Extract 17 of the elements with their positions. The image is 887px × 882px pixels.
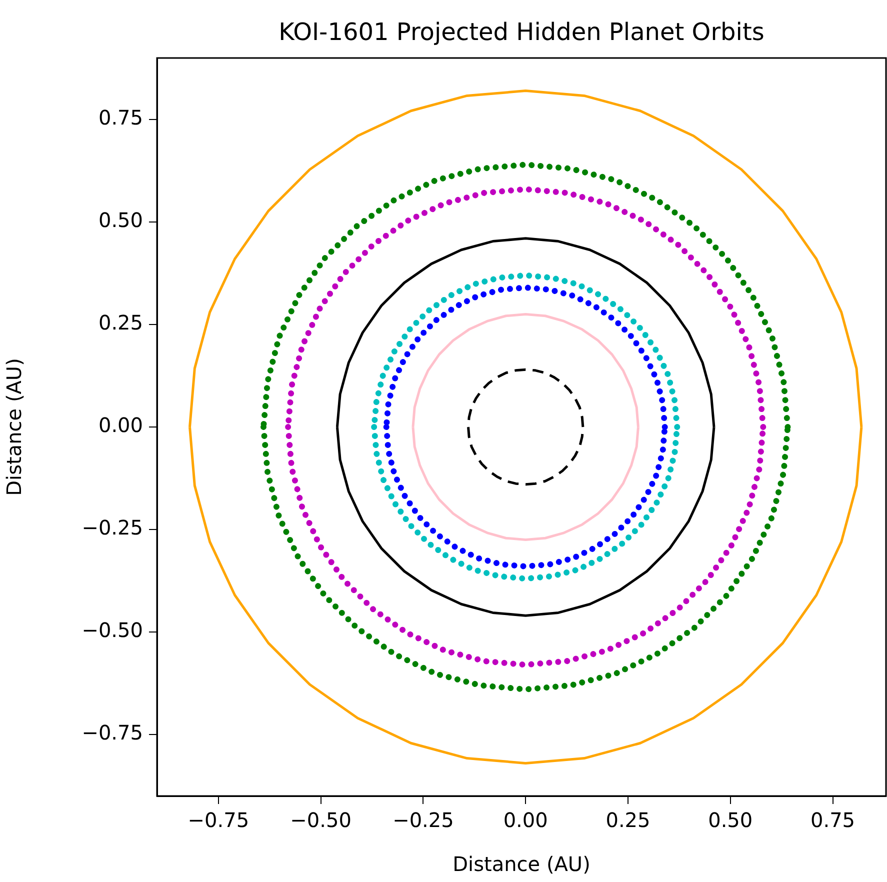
y-tick-label: −0.50 [82, 618, 143, 642]
y-axis-title: Distance (AU) [2, 358, 26, 496]
x-tick-label: 0.00 [503, 808, 548, 832]
x-tick-label: −0.25 [392, 808, 454, 832]
x-tick-label: 0.50 [708, 808, 753, 832]
chart-title: KOI-1601 Projected Hidden Planet Orbits [278, 18, 764, 46]
y-tick-label: 0.50 [98, 208, 143, 232]
y-tick-label: 0.00 [98, 413, 143, 438]
y-tick-label: −0.25 [82, 516, 143, 540]
y-tick-label: 0.75 [98, 106, 143, 130]
x-axis-title: Distance (AU) [452, 852, 590, 876]
y-tick-label: 0.25 [98, 310, 143, 335]
y-tick-label: −0.75 [82, 720, 143, 745]
x-tick-label: 0.25 [606, 808, 650, 832]
x-tick-label: 0.75 [810, 808, 856, 832]
x-tick-label: −0.75 [188, 808, 250, 832]
x-tick-label: −0.50 [290, 808, 352, 832]
